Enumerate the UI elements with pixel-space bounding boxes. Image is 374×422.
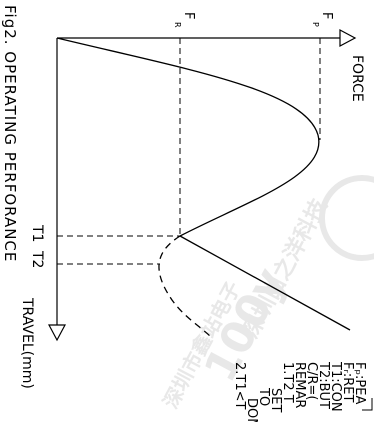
- note-line: TO: [256, 387, 271, 406]
- axes: [48, 29, 357, 342]
- marker-fr-sub: R: [173, 22, 182, 28]
- notes: Fₚ:PEA Fᵣ:RET T1:CON T2:BUT C/R=( REMAR …: [232, 361, 367, 422]
- force-axis-arrow-icon: [339, 29, 357, 47]
- note-line: 2.T1<T: [232, 362, 247, 410]
- watermark-circle: [319, 175, 374, 261]
- guide-lines: [57, 38, 321, 265]
- note-line: REMAR: [292, 362, 307, 408]
- operating-curve-press: [56, 37, 320, 237]
- force-axis-label: FORCE: [349, 55, 365, 102]
- marker-t1-label: T1: [29, 224, 45, 242]
- marker-fp-sub: P: [311, 22, 320, 27]
- note-line: Fₚ:PEA: [352, 362, 367, 404]
- note-line: C/R=(: [304, 362, 319, 400]
- note-line: DOM: [244, 398, 259, 422]
- note-line: SET: [268, 388, 283, 412]
- operating-curve-overtravel: [179, 235, 351, 331]
- marker-fp-label: F: [319, 12, 334, 19]
- note-line: T2:BUT: [316, 361, 331, 409]
- note-line: 1.T2 T: [280, 362, 295, 403]
- travel-axis-arrow-icon: [48, 324, 66, 342]
- note-line: T1:CON: [328, 361, 343, 412]
- operating-curve-return: [158, 235, 213, 339]
- note-line: Fᵣ:RET: [340, 362, 355, 402]
- operating-curve: [56, 37, 351, 339]
- notes-frame-corner: [362, 398, 373, 411]
- travel-axis-label: TRAVEL(mm): [19, 297, 35, 389]
- marker-fr-label: F: [181, 12, 196, 19]
- figure-title: Fig2. OPERATING PERFORANCE: [1, 5, 19, 262]
- marker-t2-label: T2: [29, 250, 45, 268]
